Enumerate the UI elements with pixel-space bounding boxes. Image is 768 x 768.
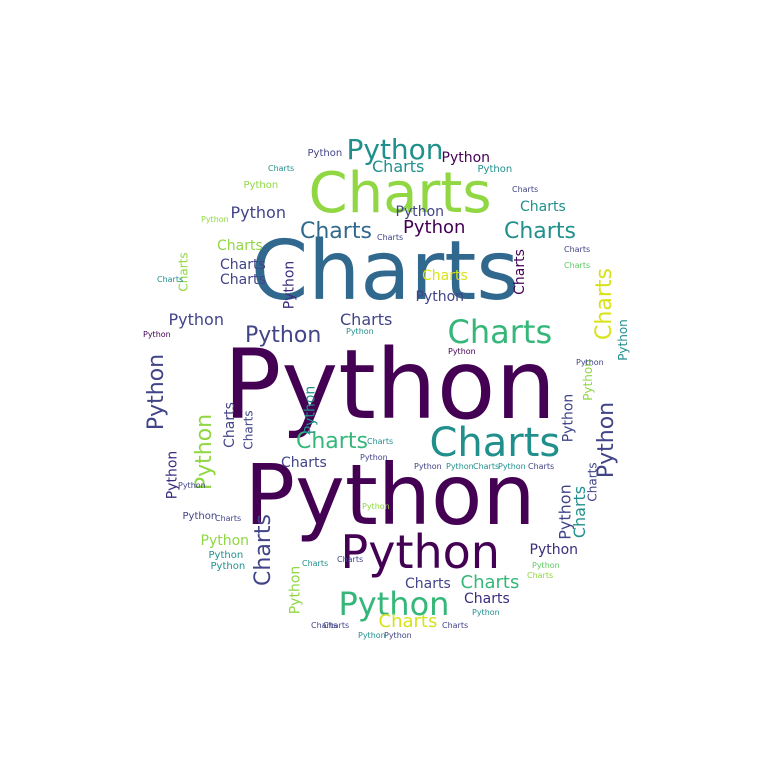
cloud-word-python: Python xyxy=(192,413,218,491)
cloud-word-python: Python xyxy=(163,450,180,500)
cloud-word-charts: Charts xyxy=(464,591,510,607)
cloud-word-charts: Charts xyxy=(300,219,372,244)
cloud-word-charts: Charts xyxy=(157,275,184,284)
cloud-word-python: Python xyxy=(338,585,450,623)
cloud-word-charts: Charts xyxy=(504,219,576,244)
cloud-word-charts: Charts xyxy=(302,559,329,568)
cloud-word-python: Python xyxy=(200,533,250,549)
cloud-word-python: Python xyxy=(446,462,474,471)
cloud-word-charts: Charts xyxy=(564,261,591,270)
cloud-word-charts: Charts xyxy=(378,611,438,632)
cloud-word-charts: Charts xyxy=(473,462,500,471)
cloud-word-charts: Charts xyxy=(460,572,520,593)
cloud-word-python: Python xyxy=(208,550,244,561)
cloud-word-python: Python xyxy=(448,347,476,356)
cloud-word-python: Python xyxy=(223,329,557,441)
cloud-word-python: Python xyxy=(143,330,171,339)
cloud-word-python: Python xyxy=(230,203,286,222)
cloud-word-charts: Charts xyxy=(251,224,520,319)
cloud-word-charts: Charts xyxy=(422,268,468,284)
cloud-word-charts: Charts xyxy=(585,462,600,502)
cloud-word-python: Python xyxy=(414,462,442,471)
cloud-word-charts: Charts xyxy=(220,272,266,288)
cloud-word-charts: Charts xyxy=(377,233,404,242)
cloud-word-python: Python xyxy=(555,484,575,540)
cloud-word-python: Python xyxy=(384,631,412,640)
cloud-word-charts: Charts xyxy=(281,455,327,471)
cloud-word-python: Python xyxy=(532,561,560,570)
cloud-word-charts: Charts xyxy=(241,410,256,450)
cloud-word-charts: Charts xyxy=(220,257,266,273)
cloud-word-python: Python xyxy=(144,353,170,431)
cloud-word-python: Python xyxy=(244,446,536,544)
cloud-word-python: Python xyxy=(472,608,500,617)
cloud-word-python: Python xyxy=(395,204,445,220)
cloud-word-charts: Charts xyxy=(337,555,364,564)
cloud-word-python: Python xyxy=(498,462,526,471)
cloud-word-charts: Charts xyxy=(564,245,591,254)
cloud-word-charts: Charts xyxy=(372,157,425,176)
cloud-word-python: Python xyxy=(346,133,444,166)
cloud-word-python: Python xyxy=(178,481,206,490)
cloud-word-python: Python xyxy=(340,525,500,579)
cloud-word-python: Python xyxy=(403,217,466,238)
cloud-word-python: Python xyxy=(301,385,318,435)
cloud-word-python: Python xyxy=(362,502,390,511)
cloud-word-python: Python xyxy=(182,511,218,522)
cloud-word-charts: Charts xyxy=(250,514,276,586)
cloud-word-charts: Charts xyxy=(323,621,350,630)
cloud-word-charts: Charts xyxy=(527,571,554,580)
cloud-word-python: Python xyxy=(168,310,224,329)
cloud-word-charts: Charts xyxy=(215,514,242,523)
cloud-word-python: Python xyxy=(559,393,576,443)
cloud-word-python: Python xyxy=(477,164,513,175)
cloud-word-charts: Charts xyxy=(511,249,528,295)
cloud-word-charts: Charts xyxy=(176,252,191,292)
cloud-word-charts: Charts xyxy=(591,268,617,340)
cloud-word-charts: Charts xyxy=(429,420,561,466)
cloud-word-charts: Charts xyxy=(512,185,539,194)
cloud-word-python: Python xyxy=(441,150,491,166)
cloud-word-charts: Charts xyxy=(367,437,394,446)
cloud-word-charts: Charts xyxy=(308,161,492,226)
cloud-word-python: Python xyxy=(280,260,297,310)
cloud-word-python: Python xyxy=(210,561,246,572)
cloud-word-python: Python xyxy=(346,327,374,336)
cloud-word-charts: Charts xyxy=(296,429,368,454)
cloud-word-charts: Charts xyxy=(268,164,295,173)
cloud-word-python: Python xyxy=(415,289,465,305)
cloud-word-charts: Charts xyxy=(442,621,469,630)
cloud-word-charts: Charts xyxy=(520,199,566,215)
cloud-word-python: Python xyxy=(307,148,343,159)
cloud-word-python: Python xyxy=(529,542,579,558)
cloud-word-charts: Charts xyxy=(217,238,263,254)
cloud-word-python: Python xyxy=(243,180,279,191)
cloud-word-python: Python xyxy=(615,319,630,361)
cloud-word-charts: Charts xyxy=(340,310,393,329)
cloud-word-charts: Charts xyxy=(221,402,238,448)
cloud-word-python: Python xyxy=(201,215,229,224)
cloud-word-python: Python xyxy=(360,453,388,462)
cloud-word-charts: Charts xyxy=(447,313,553,351)
cloud-word-python: Python xyxy=(576,358,604,367)
cloud-word-charts: Charts xyxy=(311,621,338,630)
cloud-word-charts: Charts xyxy=(528,462,555,471)
cloud-word-python: Python xyxy=(245,323,322,348)
cloud-word-python: Python xyxy=(358,631,386,640)
cloud-word-charts: Charts xyxy=(405,576,451,592)
cloud-word-python: Python xyxy=(286,565,303,615)
